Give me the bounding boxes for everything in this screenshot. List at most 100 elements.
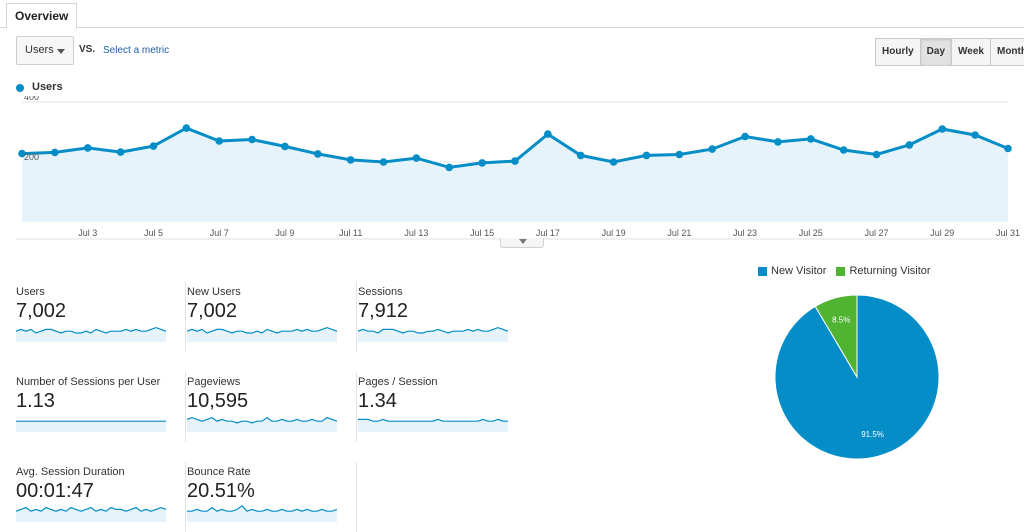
pie-slice-label: 91.5% (861, 430, 884, 439)
scorecard-label: Sessions (358, 286, 403, 298)
sparkline-area (16, 507, 166, 522)
users-data-point[interactable] (708, 145, 716, 153)
select-metric-link[interactable]: Select a metric (103, 45, 170, 56)
sparkline-line (358, 418, 508, 422)
range-month-button[interactable]: Month (989, 38, 1024, 66)
scorecard-sparkline (16, 506, 166, 522)
users-data-point[interactable] (182, 124, 191, 132)
users-area (22, 128, 1008, 222)
scorecard[interactable]: Sessions 7,912 (358, 282, 518, 362)
x-tick-label: Jul 19 (602, 228, 626, 238)
x-tick-label: Jul 21 (667, 228, 691, 238)
users-data-point[interactable] (478, 159, 486, 167)
users-data-point[interactable] (1004, 144, 1012, 153)
scorecard-sparkline (187, 416, 337, 432)
sparkline-line (16, 506, 166, 512)
users-data-point[interactable] (314, 150, 322, 158)
scorecard-value: 1.13 (16, 390, 55, 412)
pie-slice-returning-visitor[interactable] (814, 294, 858, 379)
range-hourly-button[interactable]: Hourly (875, 38, 921, 66)
users-line-chart: 200 400 Jul 3 Jul 5 Jul 7 Jul 9 Jul 11 Jul 13 Ju… (16, 96, 1020, 240)
users-data-point[interactable] (839, 146, 848, 154)
new-visitor-label: New Visitor (771, 265, 827, 277)
users-data-point[interactable] (51, 148, 59, 157)
scorecard-divider (356, 282, 357, 352)
users-data-point[interactable] (609, 158, 618, 166)
scorecard[interactable]: Pageviews 10,595 (187, 372, 357, 452)
users-data-point[interactable] (938, 125, 947, 133)
x-tick-label: Jul 15 (470, 228, 494, 238)
users-data-point[interactable] (412, 154, 421, 162)
scorecard[interactable]: Users 7,002 (16, 282, 186, 362)
users-data-point[interactable] (116, 148, 125, 156)
y-tick-label: 200 (24, 152, 39, 162)
pie-legend-new-visitor: New Visitor (758, 265, 826, 277)
tab-bar: Overview (0, 0, 1024, 29)
scorecard-value: 7,912 (358, 300, 409, 322)
scorecard-sparkline (16, 326, 166, 342)
sparkline-area (187, 505, 337, 522)
returning-visitor-swatch (836, 266, 846, 276)
range-week-button[interactable]: Week (951, 38, 991, 66)
users-data-point[interactable] (83, 144, 92, 152)
users-data-point[interactable] (576, 151, 585, 160)
sparkline-line (187, 326, 337, 334)
scorecard-value: 7,002 (16, 300, 67, 322)
users-data-point[interactable] (642, 151, 651, 160)
sparkline-line (358, 326, 508, 334)
scorecard-label: Pageviews (187, 376, 241, 388)
range-day-button[interactable]: Day (919, 38, 953, 66)
users-data-point[interactable] (971, 131, 979, 139)
x-tick-label: Jul 11 (339, 228, 362, 238)
users-data-point[interactable] (807, 135, 815, 143)
scorecard-label: Avg. Session Duration (16, 466, 125, 478)
returning-visitor-label: Returning Visitor (849, 265, 931, 277)
scorecard-divider (356, 462, 357, 532)
users-data-point[interactable] (675, 150, 684, 159)
users-data-point[interactable] (905, 141, 914, 149)
chart-expander-handle[interactable] (500, 238, 544, 248)
x-tick-label: Jul 29 (930, 228, 954, 238)
sparkline-area (187, 327, 337, 342)
scorecard-label: Users (16, 286, 45, 298)
scorecard-value: 10,595 (187, 390, 249, 412)
users-data-point[interactable] (379, 158, 388, 166)
sparkline-area (358, 419, 508, 432)
users-data-point[interactable] (544, 130, 552, 138)
pie-slice-label: 8.5% (832, 315, 850, 324)
scorecard-value: 20.51% (187, 480, 255, 502)
scorecard[interactable]: Avg. Session Duration 00:01:47 (16, 462, 186, 532)
scorecard-label: Number of Sessions per User (16, 376, 161, 388)
scorecard-value: 00:01:47 (16, 480, 94, 502)
scorecard[interactable]: Number of Sessions per User 1.13 (16, 372, 186, 452)
users-data-point[interactable] (445, 163, 454, 172)
users-data-point[interactable] (511, 157, 519, 165)
users-data-point[interactable] (741, 132, 749, 141)
users-data-point[interactable] (149, 142, 158, 150)
pie-legend-returning-visitor: Returning Visitor (836, 265, 931, 277)
scorecard-sparkline (358, 418, 508, 432)
scorecard-sparkline (16, 420, 166, 432)
metric-dropdown[interactable]: Users (16, 36, 74, 65)
users-data-point[interactable] (248, 135, 256, 144)
x-tick-label: Jul 5 (144, 228, 163, 238)
scorecard[interactable]: Pages / Session 1.34 (358, 372, 518, 452)
scorecard-label: Bounce Rate (187, 466, 251, 478)
users-data-point[interactable] (18, 149, 26, 158)
scorecard[interactable]: New Users 7,002 (187, 282, 357, 362)
users-data-point[interactable] (346, 156, 355, 164)
sparkline-line (187, 416, 337, 424)
x-tick-label: Jul 3 (78, 228, 97, 238)
users-data-point[interactable] (281, 142, 289, 151)
users-data-point[interactable] (774, 138, 782, 146)
users-legend-label: Users (32, 81, 63, 93)
sparkline-area (358, 327, 508, 342)
sparkline-area (16, 421, 166, 432)
users-data-point[interactable] (872, 150, 881, 159)
x-tick-label: Jul 27 (865, 228, 889, 238)
users-data-point[interactable] (215, 137, 223, 145)
scorecard[interactable]: Bounce Rate 20.51% (187, 462, 357, 532)
time-range-toggle: Hourly Day Week Month (875, 38, 1024, 66)
metric-dropdown-label: Users (25, 44, 54, 56)
tab-overview[interactable]: Overview (6, 3, 78, 29)
